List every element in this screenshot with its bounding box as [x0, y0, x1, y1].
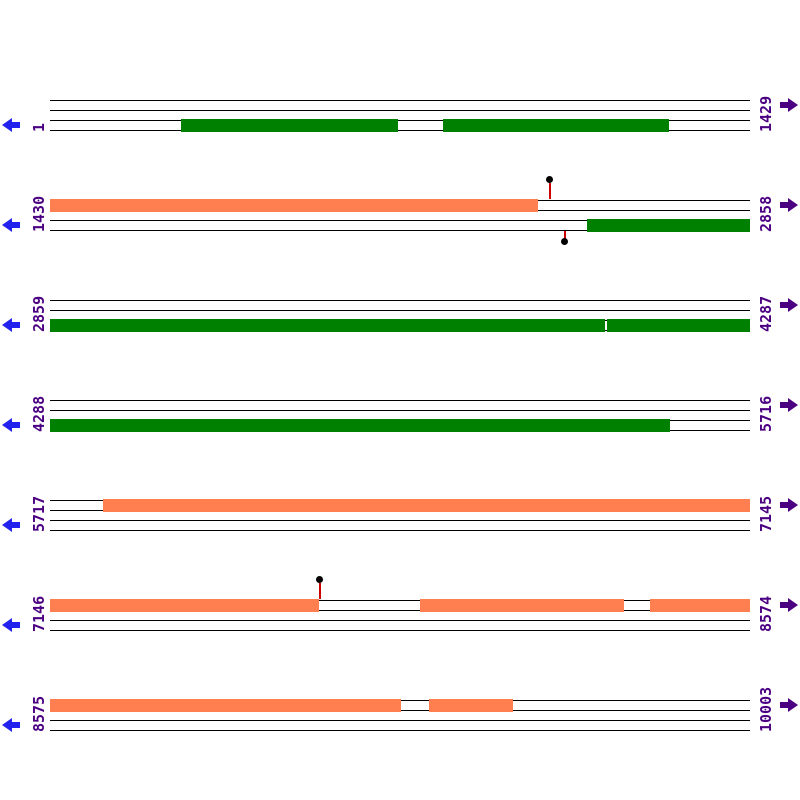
right-arrow-icon [780, 498, 798, 512]
feature-bar-top[interactable] [650, 599, 750, 612]
segment-end-label: 1429 [756, 95, 775, 132]
frame-line [50, 410, 750, 411]
left-arrow-icon [2, 418, 20, 432]
left-arrow-icon [2, 718, 20, 732]
lollipop-marker-icon [316, 576, 323, 583]
right-arrow-icon [780, 198, 798, 212]
frame-line [50, 120, 750, 121]
lollipop-marker-icon [561, 238, 568, 245]
frame-line [50, 130, 750, 131]
segment-start-label: 7146 [29, 595, 48, 632]
lollipop-marker-stem [319, 583, 321, 599]
left-arrow-icon [2, 518, 20, 532]
frame-line [50, 100, 750, 101]
feature-bar-top[interactable] [103, 499, 750, 512]
scroll-left-button[interactable] [2, 717, 20, 733]
scroll-right-button[interactable] [780, 497, 798, 513]
frame-line [50, 230, 750, 231]
feature-bar-bottom[interactable] [587, 219, 750, 232]
frame-line [50, 400, 750, 401]
feature-bar-bottom[interactable] [50, 419, 670, 432]
frame-line [50, 620, 750, 621]
segment-start-label: 1430 [29, 195, 48, 232]
frame-line [50, 610, 750, 611]
feature-bar-bottom[interactable] [50, 319, 605, 332]
scroll-right-button[interactable] [780, 97, 798, 113]
frame-line [50, 300, 750, 301]
segment-end-label: 2858 [756, 195, 775, 232]
scroll-right-button[interactable] [780, 697, 798, 713]
frame-line [50, 600, 750, 601]
right-arrow-icon [780, 398, 798, 412]
feature-bar-bottom[interactable] [443, 119, 669, 132]
left-arrow-icon [2, 218, 20, 232]
scroll-right-button[interactable] [780, 397, 798, 413]
left-arrow-icon [2, 318, 20, 332]
segment-end-label: 8574 [756, 595, 775, 632]
lollipop-marker-stem [549, 183, 551, 199]
frame-line [50, 720, 750, 721]
scroll-left-button[interactable] [2, 317, 20, 333]
right-arrow-icon [780, 298, 798, 312]
segment-start-label: 2859 [29, 295, 48, 332]
scroll-left-button[interactable] [2, 117, 20, 133]
right-arrow-icon [780, 698, 798, 712]
segment-start-label: 4288 [29, 395, 48, 432]
scroll-left-button[interactable] [2, 417, 20, 433]
feature-bar-bottom[interactable] [181, 119, 398, 132]
lollipop-marker-stem [564, 231, 566, 239]
feature-bar-top[interactable] [50, 599, 319, 612]
segment-start-label: 5717 [29, 495, 48, 532]
segment-end-label: 10003 [756, 686, 775, 732]
feature-bar-bottom[interactable] [607, 319, 750, 332]
feature-bar-top[interactable] [50, 699, 401, 712]
segment-start-label: 8575 [29, 695, 48, 732]
segment-end-label: 5716 [756, 395, 775, 432]
segment-end-label: 4287 [756, 295, 775, 332]
feature-bar-top[interactable] [429, 699, 513, 712]
frame-line [50, 310, 750, 311]
right-arrow-icon [780, 98, 798, 112]
scroll-right-button[interactable] [780, 297, 798, 313]
frame-line [50, 110, 750, 111]
scroll-left-button[interactable] [2, 517, 20, 533]
frame-line [50, 630, 750, 631]
left-arrow-icon [2, 618, 20, 632]
frame-line [50, 520, 750, 521]
frame-line [50, 220, 750, 221]
frame-line [50, 730, 750, 731]
scroll-left-button[interactable] [2, 217, 20, 233]
frame-line [50, 530, 750, 531]
scroll-left-button[interactable] [2, 617, 20, 633]
feature-bar-top[interactable] [50, 199, 538, 212]
segment-end-label: 7145 [756, 495, 775, 532]
right-arrow-icon [780, 598, 798, 612]
segment-start-label: 1 [29, 122, 48, 132]
feature-bar-top[interactable] [420, 599, 624, 612]
left-arrow-icon [2, 118, 20, 132]
scroll-right-button[interactable] [780, 197, 798, 213]
lollipop-marker-icon [546, 176, 553, 183]
scroll-right-button[interactable] [780, 597, 798, 613]
